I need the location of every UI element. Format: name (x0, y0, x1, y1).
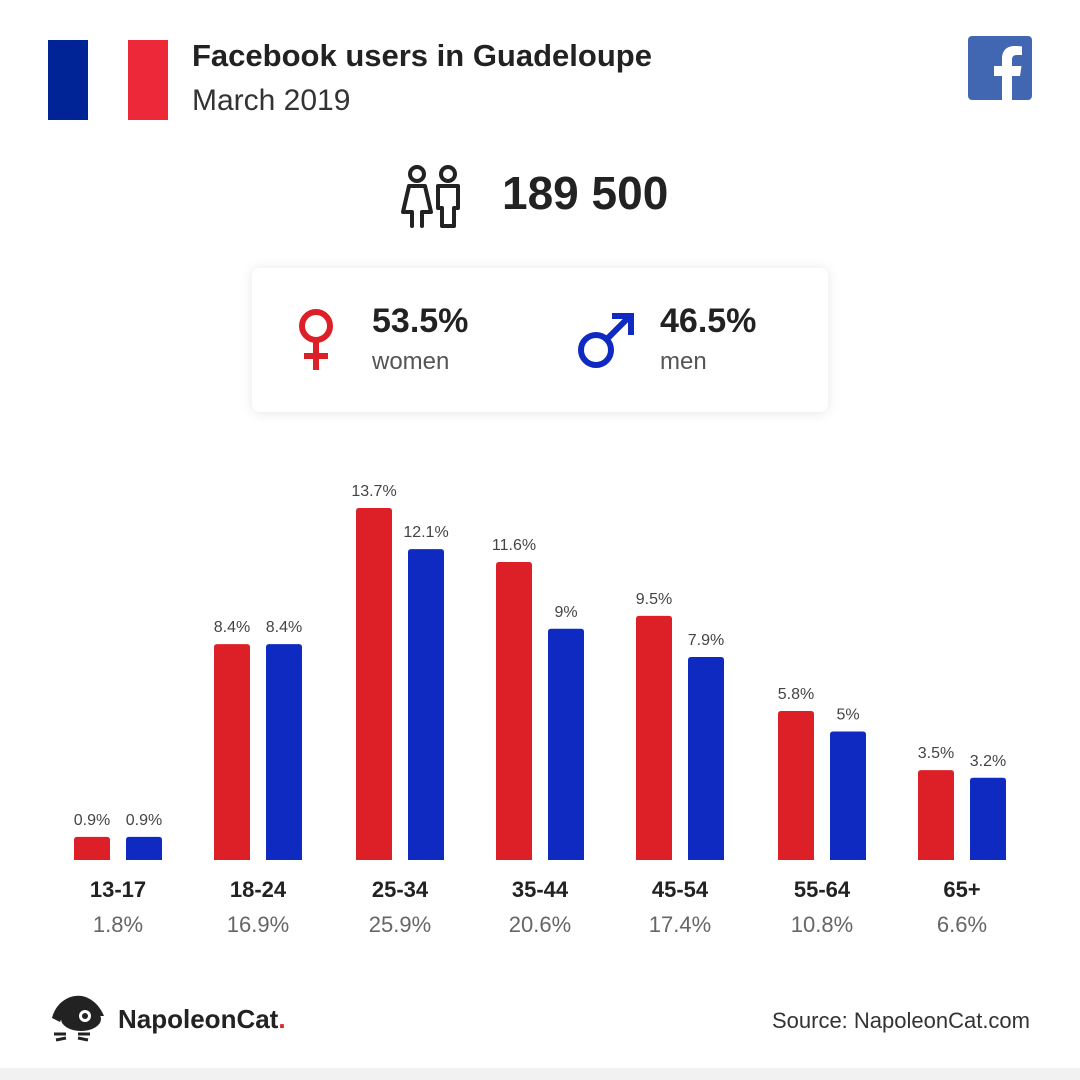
users-icon (398, 162, 468, 232)
data-label-55-64-series-0: 5.8% (778, 686, 814, 703)
flag-stripe-red (128, 40, 168, 120)
bar-55-64-series-0 (778, 710, 814, 860)
category-label: 55-64 (793, 877, 851, 902)
category-total: 20.6% (508, 912, 572, 937)
data-label-25-34-series-0: 13.7% (351, 483, 396, 500)
bar-18-24-series-1 (266, 644, 302, 860)
bar-55-64-series-1 (830, 731, 866, 860)
bar-65+-series-0 (918, 770, 954, 860)
men-label: men (660, 348, 707, 375)
women-percent: 53.5% (372, 302, 469, 340)
data-label-35-44-series-1: 9% (554, 604, 577, 621)
category-label: 18-24 (229, 877, 287, 902)
category-label: 65+ (943, 877, 981, 902)
category-total: 6.6% (936, 912, 988, 937)
france-flag (48, 40, 168, 120)
bar-65+-series-1 (970, 777, 1006, 860)
flag-stripe-blue (48, 40, 88, 120)
category-total: 25.9% (368, 912, 432, 937)
data-label-35-44-series-0: 11.6% (492, 537, 536, 554)
brand-name: NapoleonCat. (118, 1004, 286, 1035)
women-label: women (372, 348, 450, 375)
data-label-13-17-series-0: 0.9% (74, 812, 110, 829)
brand-name-dot: . (278, 1004, 286, 1034)
category-total: 1.8% (92, 912, 144, 937)
brand-name-text: NapoleonCat (118, 1004, 279, 1034)
page-title: Facebook users in Guadeloupe (192, 38, 652, 73)
bar-25-34-series-1 (408, 549, 444, 860)
category-total: 10.8% (790, 912, 854, 937)
bar-35-44-series-1 (548, 628, 584, 860)
category-label: 35-44 (511, 877, 569, 902)
data-label-45-54-series-1: 7.9% (688, 632, 724, 649)
source-link[interactable]: Source: NapoleonCat.com (771, 1008, 1030, 1033)
data-label-18-24-series-0: 8.4% (214, 619, 250, 636)
data-label-25-34-series-1: 12.1% (403, 524, 448, 541)
flag-stripe-white (88, 40, 128, 120)
category-total: 16.9% (226, 912, 290, 937)
data-label-65+-series-1: 3.2% (970, 753, 1006, 770)
female-icon (292, 308, 356, 372)
bar-13-17-series-1 (126, 836, 162, 860)
age-gender-bar-chart: 0.9% 0.9% 8.4% 8.4% 13.7% 12.1% 11.6% 9% 9.5% 7.9… (74, 483, 1006, 860)
data-label-55-64-series-1: 5% (836, 707, 859, 724)
page-subtitle: March 2019 (192, 84, 351, 117)
data-label-18-24-series-1: 8.4% (266, 619, 302, 636)
male-icon (576, 308, 640, 372)
bar-25-34-series-0 (356, 508, 392, 860)
category-label: 25-34 (371, 877, 429, 902)
category-total: 17.4% (648, 912, 712, 937)
data-label-45-54-series-0: 9.5% (636, 591, 672, 608)
bar-45-54-series-0 (636, 615, 672, 860)
facebook-icon (968, 36, 1032, 100)
napoleoncat-logo-icon (48, 992, 108, 1044)
data-label-65+-series-0: 3.5% (918, 745, 954, 762)
bar-45-54-series-1 (688, 657, 724, 860)
bar-35-44-series-0 (496, 561, 532, 860)
bar-13-17-series-0 (74, 836, 110, 860)
total-users-value: 189 500 (502, 167, 669, 219)
men-percent: 46.5% (660, 302, 757, 340)
category-label: 45-54 (651, 877, 709, 902)
footer-strip (0, 1068, 1080, 1080)
gender-split-card: 53.5% women 46.5% men (252, 268, 828, 412)
category-label: 13-17 (89, 877, 147, 902)
bar-18-24-series-0 (214, 644, 250, 860)
data-label-13-17-series-1: 0.9% (126, 812, 162, 829)
